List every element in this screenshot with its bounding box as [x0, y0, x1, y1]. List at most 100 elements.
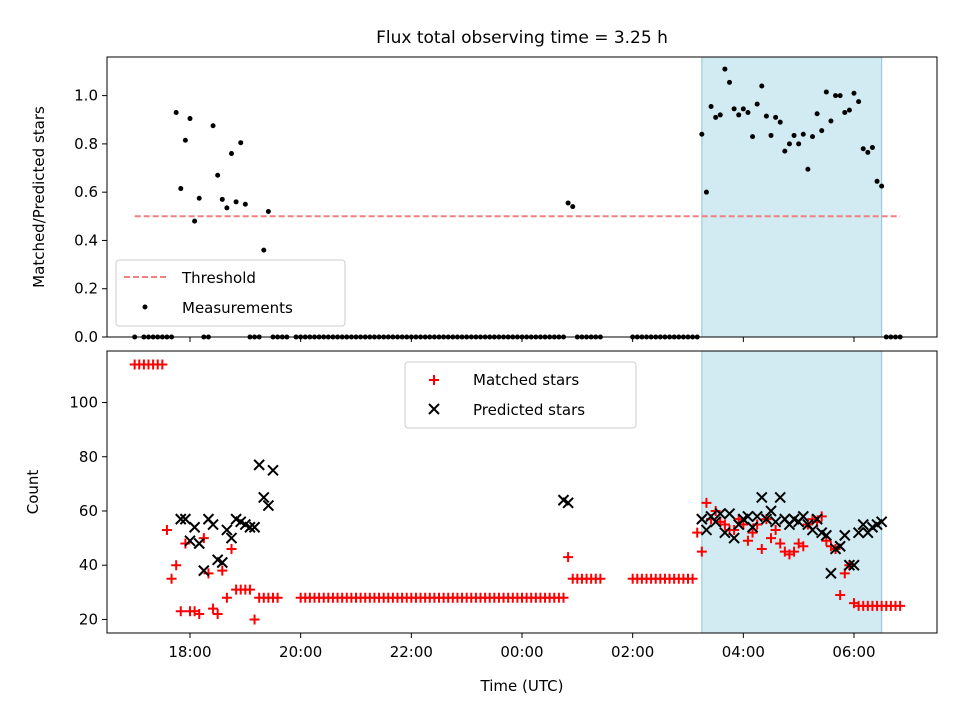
- measurement-point: [810, 134, 815, 140]
- measurement-point: [703, 189, 709, 195]
- legend-plus-marker: [429, 375, 439, 385]
- measurement-point: [842, 110, 848, 116]
- predicted-star-point: [696, 513, 708, 525]
- matched-star-point: [770, 524, 781, 535]
- measurement-point: [745, 110, 751, 116]
- predicted-star-point: [225, 532, 238, 544]
- matched-star-point: [742, 535, 753, 546]
- measurement-point: [224, 205, 230, 211]
- matched-star-point: [789, 546, 800, 557]
- matched-star-point: [166, 573, 177, 584]
- predicted-star-point: [562, 497, 574, 509]
- predicted-star-point: [820, 529, 833, 542]
- bottom-y-tick-label: 40: [79, 556, 98, 574]
- matched-star-point: [244, 584, 255, 595]
- top-y-tick-label: 1.0: [74, 87, 98, 105]
- measurement-point: [731, 106, 737, 112]
- top-y-axis: 0.0 0.2 0.4 0.6 0.8 1.0: [74, 87, 107, 346]
- measurement-point: [215, 172, 221, 178]
- bottom-legend-matched-label: Matched stars: [473, 371, 579, 389]
- matched-star-point: [798, 541, 809, 552]
- top-x-ticks: [189, 337, 855, 342]
- measurement-point: [800, 131, 806, 137]
- predicted-star-point: [769, 516, 782, 528]
- top-panel: 0.0 0.2 0.4 0.6 0.8 1.0 Matched/Predicted sta…: [30, 56, 938, 346]
- matched-star-point: [157, 359, 168, 370]
- measurement-point: [823, 89, 829, 95]
- measurement-point: [713, 114, 719, 120]
- matched-star-point: [752, 519, 763, 530]
- predicted-star-point: [184, 535, 196, 547]
- measurement-point: [229, 151, 234, 157]
- predicted-star-point: [719, 526, 731, 539]
- bottom-matched-layer: [129, 359, 906, 625]
- measurement-point: [727, 79, 732, 85]
- predicted-star-point: [774, 491, 786, 504]
- measurement-point: [833, 93, 839, 99]
- matched-star-point: [710, 505, 721, 516]
- predicted-star-point: [751, 510, 763, 523]
- measurement-point: [750, 134, 756, 140]
- predicted-star-point: [746, 521, 759, 533]
- bottom-y-tick-label: 100: [69, 394, 98, 412]
- measurement-point: [717, 112, 723, 118]
- measurement-point: [233, 199, 239, 205]
- top-legend-box: [115, 259, 346, 327]
- predicted-star-point: [839, 529, 851, 542]
- measurement-point: [196, 195, 202, 201]
- measurement-point: [242, 201, 248, 207]
- top-highlight-span: [701, 56, 883, 338]
- matched-star-point: [719, 519, 730, 530]
- measurement-point: [856, 99, 862, 105]
- bottom-x-axis: 18:00 20:00 22:00 00:00 02:00 04:00 06:00: [168, 633, 876, 661]
- bottom-legend-predicted-label: Predicted stars: [473, 401, 585, 419]
- predicted-star-point: [700, 524, 713, 536]
- measurement-point: [192, 218, 198, 224]
- bottom-legend: Matched stars Predicted stars: [404, 361, 637, 429]
- bottom-x-tick-label: 18:00: [168, 643, 211, 661]
- predicted-star-point: [723, 507, 736, 520]
- predicted-star-point: [175, 513, 187, 525]
- matched-star-point: [272, 592, 283, 603]
- matched-star-point: [835, 590, 846, 601]
- predicted-star-point: [244, 521, 256, 533]
- top-y-tick-label: 0.0: [74, 328, 98, 346]
- matched-star-point: [729, 524, 740, 535]
- measurement-point: [763, 113, 769, 119]
- measurement-point: [786, 141, 792, 147]
- predicted-star-point: [797, 510, 809, 523]
- predicted-star-point: [207, 518, 219, 531]
- measurement-point: [699, 131, 705, 137]
- bottom-y-tick-label: 60: [79, 502, 98, 520]
- measurement-point: [740, 106, 746, 112]
- top-y-axis-label: Matched/Predicted stars: [30, 106, 48, 288]
- matched-star-point: [194, 609, 205, 620]
- figure-title: Flux total observing time = 3.25 h: [376, 28, 668, 48]
- predicted-star-point: [714, 507, 726, 520]
- bottom-y-tick-label: 20: [79, 610, 98, 628]
- top-y-tick-label: 0.4: [74, 231, 98, 249]
- measurement-point: [754, 101, 760, 107]
- predicted-star-point: [193, 537, 205, 550]
- bottom-x-tick-label: 06:00: [832, 643, 875, 661]
- predicted-star-point: [221, 524, 233, 536]
- measurement-point: [736, 112, 742, 118]
- top-legend-measurements-label: Measurements: [182, 299, 293, 317]
- matched-star-point: [775, 538, 786, 549]
- measurement-point: [851, 90, 857, 96]
- bottom-legend-predicted-swatch: [428, 403, 440, 415]
- measurement-point: [782, 148, 788, 154]
- predicted-star-point: [216, 556, 228, 569]
- predicted-star-point: [852, 526, 865, 539]
- matched-star-point: [249, 614, 260, 625]
- legend-x-marker: [428, 403, 440, 415]
- bottom-x-tick-label: 22:00: [390, 643, 433, 661]
- predicted-star-point: [825, 567, 837, 580]
- predicted-star-point: [267, 464, 279, 477]
- matched-star-point: [226, 543, 237, 554]
- measurement-point: [796, 141, 802, 147]
- measurement-point: [837, 93, 843, 99]
- matched-star-point: [212, 609, 223, 620]
- measurement-point: [722, 66, 728, 72]
